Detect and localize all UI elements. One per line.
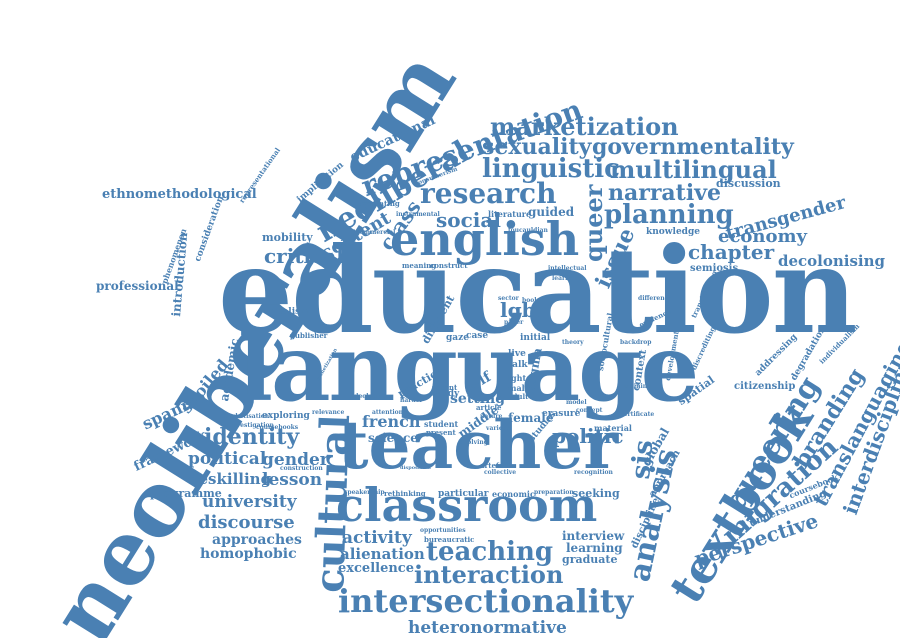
word-preparation: preparation: [534, 490, 574, 496]
word-alienation: alienation: [340, 547, 425, 562]
word-nature: nature: [480, 414, 502, 420]
word-collective: collective: [484, 470, 516, 476]
word-exploring: exploring: [262, 412, 310, 421]
word-foucauldian: foucauldian: [508, 228, 548, 234]
word-article: article: [476, 404, 502, 411]
word-model: model: [566, 400, 587, 406]
word-intersectionality: intersectionality: [338, 585, 633, 617]
word-discourse: discourse: [198, 514, 295, 532]
word-approaches: approaches: [212, 533, 302, 547]
word-mobility: mobility: [262, 232, 313, 243]
word-book: book: [522, 298, 538, 304]
word-decolonising: decolonising: [778, 254, 885, 269]
word-theory: theory: [562, 340, 584, 346]
word-citizenship: citizenship: [734, 382, 795, 392]
word-evolving: evolving: [460, 440, 488, 446]
word-learner: learner: [552, 276, 577, 282]
word-various: various: [486, 426, 511, 432]
word-marketisation: marketisation: [222, 414, 269, 420]
word-certificate: certificate: [620, 412, 654, 418]
word-training: training: [624, 384, 651, 390]
word-ideology: ideology: [352, 394, 380, 400]
word-realism: realism: [272, 308, 310, 317]
word-chapter: chapter: [688, 242, 774, 262]
word-artefact: artefact: [480, 462, 511, 469]
word-lghtq: lghtq: [508, 374, 532, 382]
word-recognition: recognition: [574, 470, 613, 476]
word-science: science: [368, 432, 418, 444]
word-publisher: publisher: [290, 332, 327, 339]
word-guided: guided: [528, 206, 574, 218]
word-live: live: [508, 350, 526, 359]
word-adult: adult: [508, 393, 528, 400]
word-backdrop: backdrop: [620, 340, 651, 346]
word-economic: economic: [492, 490, 535, 498]
word-case: case: [466, 332, 488, 341]
word-opportunities: opportunities: [420, 528, 466, 534]
word-representational: representational: [238, 147, 281, 204]
word-political: political: [188, 451, 266, 468]
word-paper: paper: [504, 320, 523, 326]
word-ethnomethodological: ethnomethodological: [102, 188, 257, 201]
word-heteronormative: heteronormative: [408, 620, 567, 637]
word-critical: critical: [264, 246, 344, 266]
word-concept: concept: [576, 408, 602, 414]
word-planning: planning: [604, 202, 734, 228]
word-speakership: speakership: [344, 490, 385, 496]
word-intellectual: intellectual: [548, 266, 587, 272]
word-construction: construction: [280, 466, 323, 472]
word-erasure: erasure: [542, 410, 580, 419]
word-french: french: [362, 414, 421, 430]
word-attention: attention: [372, 410, 403, 416]
word-recent: recent: [432, 384, 457, 391]
word-difference: difference: [638, 296, 672, 302]
word-discussion: discussion: [716, 178, 781, 189]
word-talk: talk: [508, 361, 528, 370]
word-present: present: [426, 429, 456, 436]
word-interaction: interaction: [414, 563, 563, 587]
word-male: male: [508, 384, 530, 392]
word-literature: literature: [488, 210, 531, 218]
word-construct: construct: [430, 262, 467, 269]
word-material: material: [594, 424, 632, 432]
word-rethinking: rethinking: [384, 490, 426, 497]
word-commercial: commercial: [356, 230, 395, 236]
word-initial: initial: [520, 334, 550, 343]
word-queer: queer: [582, 185, 606, 262]
word-instrumental: instrumental: [396, 212, 440, 218]
word-student: student: [424, 420, 458, 428]
word-harder: harder: [400, 398, 423, 404]
word-knowledge: knowledge: [646, 228, 700, 237]
word-disposition: disposition: [400, 466, 431, 471]
word-research: research: [420, 180, 556, 208]
word-relevance: relevance: [312, 410, 344, 416]
word-particular: particular: [438, 490, 488, 499]
word-sector: sector: [498, 296, 519, 302]
word-seeking: seeking: [572, 488, 620, 499]
word-university: university: [202, 494, 297, 511]
word-excellence: excellence: [338, 562, 414, 575]
word-investigation: investigation: [230, 423, 274, 429]
word-graduate: graduate: [562, 554, 618, 565]
word-homophobic: homophobic: [200, 547, 297, 561]
word-mediating: mediating: [360, 200, 400, 207]
word-deskilling: deskilling: [188, 472, 271, 487]
